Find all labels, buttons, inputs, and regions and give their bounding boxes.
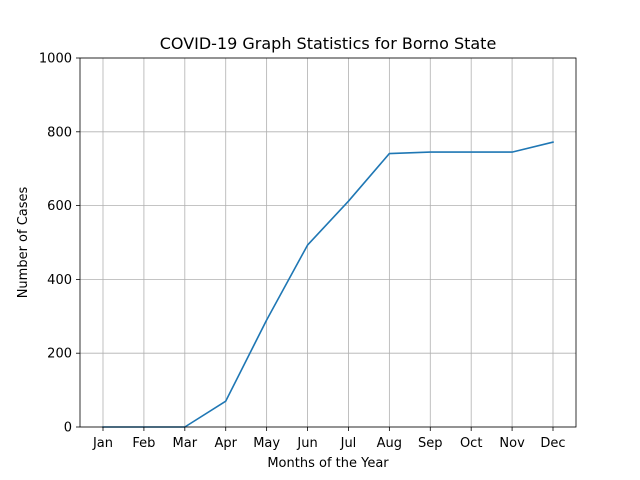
x-axis-title: Months of the Year [267,456,389,471]
x-tick-label: Nov [499,436,525,451]
plot-frame [79,57,577,428]
series-layer [102,141,554,428]
x-tick-label: Apr [214,436,237,451]
y-axis-title: Number of Cases [16,186,31,298]
x-tick-label: Jan [92,436,113,451]
x-tick-label: May [253,436,280,451]
y-tick-label: 0 [64,421,72,436]
x-tick-label: Dec [540,436,565,451]
y-tick-label: 1000 [39,52,72,67]
grid [80,57,576,428]
x-tick-label: Jul [340,436,357,451]
y-tick-label: 400 [47,273,72,288]
y-tick-label: 800 [47,125,72,140]
y-tick-label: 600 [47,199,72,214]
x-tick-label: Mar [173,436,198,451]
chart-title: COVID-19 Graph Statistics for Borno Stat… [160,34,497,53]
y-axis: 0 200 400 600 800 1000 [39,52,80,436]
x-tick-label: Aug [377,436,402,451]
x-tick-label: Sep [418,436,443,451]
x-axis: Jan Feb Mar Apr May Jun Jul Aug Sep Oct Nov Dec [92,427,566,451]
x-tick-label: Oct [460,436,482,451]
x-tick-label: Jun [296,436,317,451]
y-tick-label: 200 [47,347,72,362]
series-line [102,141,554,428]
x-tick-label: Feb [132,436,155,451]
